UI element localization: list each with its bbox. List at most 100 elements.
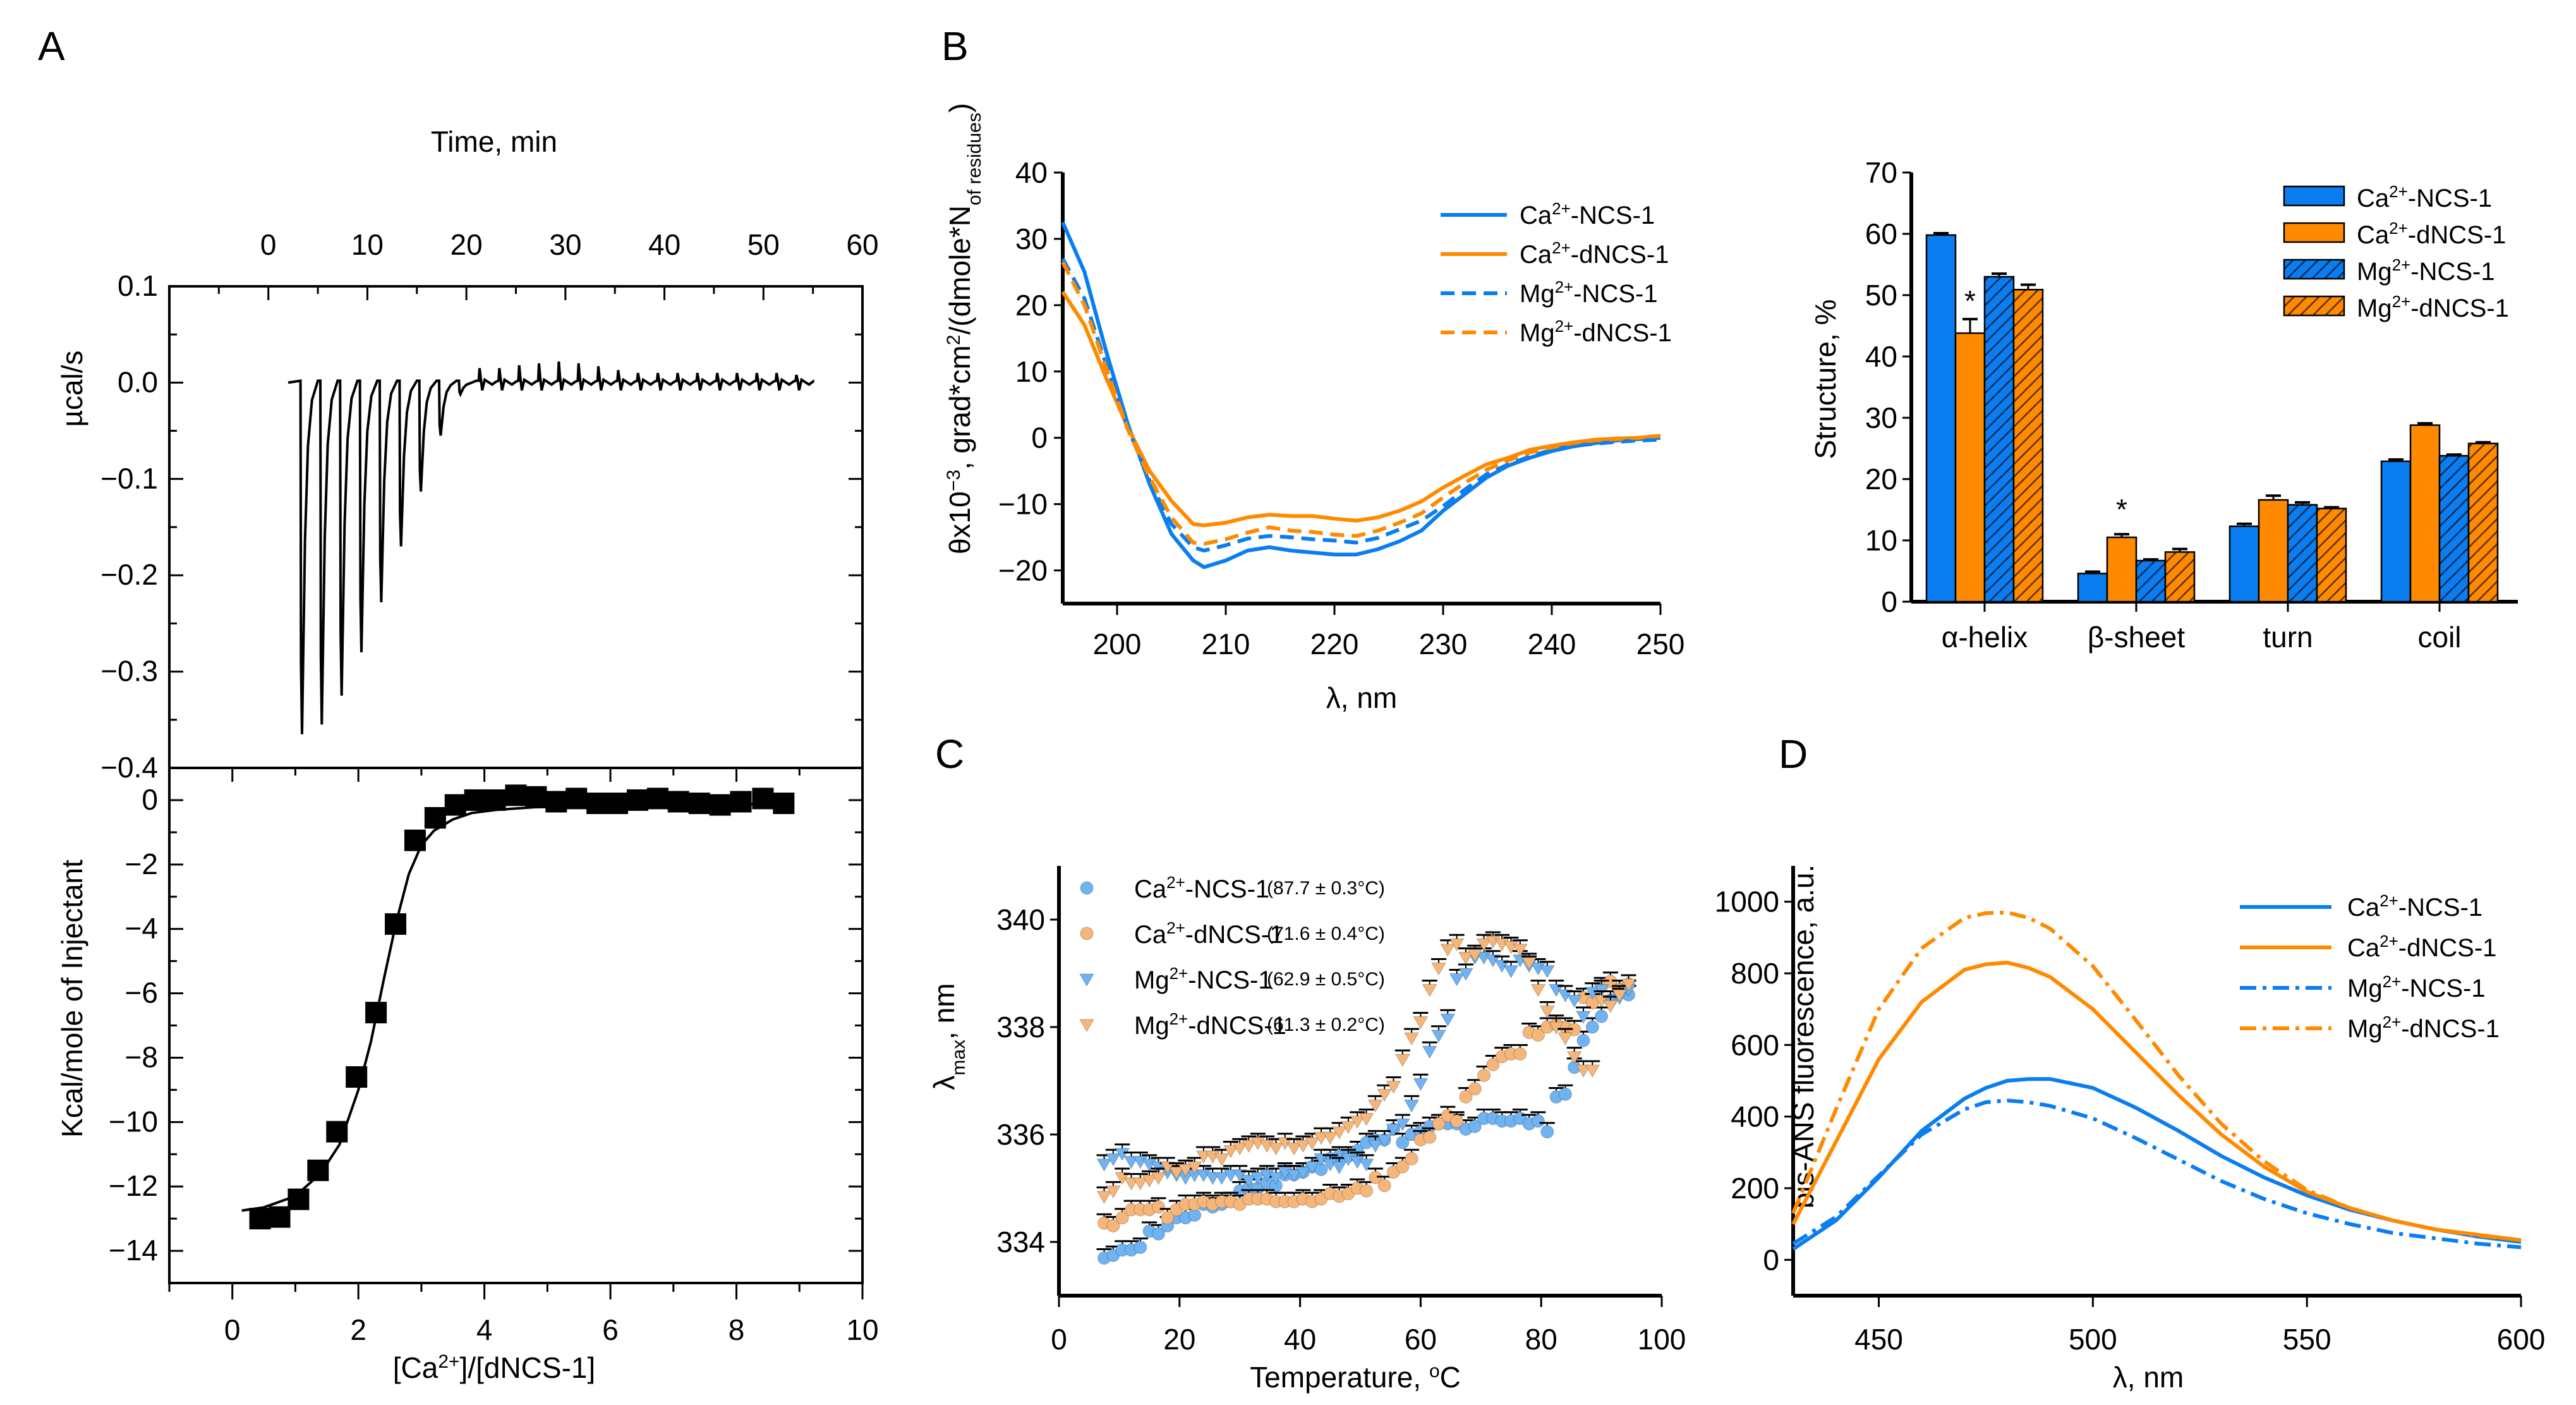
c-legend-label: Mg2+-NCS-1 bbox=[1134, 964, 1273, 994]
c-legend: Ca2+-NCS-1(87.7 ± 0.3°C) Ca2+-dNCS-1(71.6… bbox=[1079, 873, 1385, 1040]
c-data-point bbox=[1612, 989, 1628, 1002]
c-legend-label: Ca2+-dNCS-1 bbox=[1134, 918, 1283, 949]
c-data-point bbox=[1386, 1124, 1401, 1137]
c-data-point bbox=[1169, 1167, 1184, 1180]
c-data-point bbox=[1458, 968, 1473, 981]
b-legend-label: Mg2+-dNCS-1 bbox=[1520, 317, 1672, 347]
c-data-point bbox=[1530, 984, 1546, 997]
c-legend-marker bbox=[1079, 1019, 1094, 1032]
c-legend-marker bbox=[1080, 881, 1094, 895]
c-data-point bbox=[1467, 949, 1483, 963]
a-bottom-xtick-label: 6 bbox=[602, 1313, 619, 1346]
bar bbox=[1925, 234, 1957, 603]
c-data-point bbox=[1350, 1116, 1365, 1129]
c-data-point bbox=[1096, 1159, 1112, 1172]
b-series-lines bbox=[1061, 221, 1661, 569]
a-top-ytick-label: −0.4 bbox=[100, 751, 158, 784]
bar-ytick-label: 40 bbox=[1865, 340, 1897, 373]
a-bottom-data-point bbox=[307, 1159, 329, 1181]
bar bbox=[2012, 289, 2044, 603]
a-bottom-data-point bbox=[752, 788, 774, 810]
c-data-point bbox=[1404, 1099, 1419, 1113]
c-data-point bbox=[1557, 1032, 1573, 1045]
significance-asterisk: * bbox=[2116, 493, 2127, 526]
c-data-point bbox=[1105, 1153, 1121, 1167]
c-data-point bbox=[1566, 1051, 1582, 1064]
c-data-point bbox=[1196, 1150, 1211, 1164]
a-bottom-ytick-label: −8 bbox=[125, 1040, 158, 1073]
c-data-point bbox=[1422, 1045, 1437, 1059]
bar-ylabel: Structure, % bbox=[1809, 299, 1842, 459]
c-xtick-label: 100 bbox=[1638, 1323, 1686, 1356]
c-xlabel: Temperature, oC bbox=[1250, 1361, 1461, 1394]
c-data-point bbox=[1531, 1028, 1545, 1042]
b-series-line bbox=[1061, 221, 1661, 569]
a-bottom-data-points bbox=[249, 784, 795, 1230]
d-ytick-label: 1000 bbox=[1715, 885, 1779, 918]
c-data-point bbox=[1449, 938, 1465, 952]
a-bottom-data-point bbox=[346, 1066, 368, 1088]
a-top-itc-trace bbox=[287, 361, 814, 734]
panel-label-c: C bbox=[935, 731, 964, 777]
a-bottom-xtick-label: 4 bbox=[476, 1313, 493, 1346]
c-data-point bbox=[1540, 1125, 1554, 1139]
bar bbox=[2106, 536, 2138, 603]
c-data-point bbox=[1115, 1211, 1129, 1225]
a-bottom-data-point bbox=[287, 1188, 310, 1210]
a-bottom-data-point bbox=[484, 789, 506, 811]
c-data-point bbox=[1331, 1161, 1347, 1174]
c-ylabel: λmax, nm bbox=[928, 983, 969, 1090]
a-bottom-xtick-label: 8 bbox=[729, 1313, 745, 1346]
d-ytick-label: 400 bbox=[1731, 1100, 1779, 1133]
bar bbox=[2228, 525, 2260, 603]
c-data-point bbox=[1458, 952, 1473, 965]
bar-ytick-label: 20 bbox=[1865, 463, 1897, 496]
a-bottom-data-point bbox=[385, 913, 407, 935]
bar-axes: 0 10 20 30 40 50 60 70 α-helix β-sheet turn coil bbox=[1865, 156, 2518, 654]
panel-a-raw-itc-plot: Time, min µcal/s 0 10 20 30 40 50 60 0.1 0.0 −0.1… bbox=[56, 125, 879, 784]
bar-bars: ** bbox=[1925, 232, 2499, 603]
c-legend-tm-note: (71.6 ± 0.4°C) bbox=[1267, 923, 1385, 944]
a-top-xlabel: Time, min bbox=[431, 125, 557, 158]
c-data-point bbox=[1367, 1140, 1383, 1153]
a-bottom-data-point bbox=[626, 789, 648, 811]
c-data-point bbox=[1440, 944, 1456, 957]
c-data-point bbox=[1566, 995, 1582, 1008]
a-top-xtick-label: 30 bbox=[549, 228, 581, 261]
panel-b-secondary-structure-bar-chart: Structure, % 0 10 20 30 40 50 60 70 α-helix β-she… bbox=[1809, 156, 2518, 654]
bar bbox=[1983, 276, 2015, 603]
a-bottom-ytick-label: −4 bbox=[125, 912, 158, 945]
c-data-point bbox=[1595, 1009, 1609, 1023]
a-bottom-data-point bbox=[404, 829, 426, 851]
c-data-point bbox=[1431, 963, 1446, 976]
c-axes: 0 20 40 60 80 100 334 336 338 340 bbox=[996, 866, 1686, 1356]
c-data-point bbox=[1358, 1113, 1374, 1126]
d-xtick-label: 550 bbox=[2283, 1323, 2331, 1356]
panel-d-bis-ans-fluorescence-plot: λ, nm bis-ANS fluorescence, a.u. 450 500 5… bbox=[1715, 865, 2546, 1394]
b-legend-label: Ca2+-NCS-1 bbox=[1520, 199, 1655, 229]
c-data-point bbox=[1422, 984, 1437, 997]
c-data-point bbox=[1585, 1020, 1599, 1034]
a-top-xtick-label: 20 bbox=[450, 228, 483, 261]
a-bottom-ylabel: Kcal/mole of Injectant bbox=[56, 860, 88, 1138]
a-top-ytick-label: −0.3 bbox=[100, 655, 158, 688]
a-bottom-data-point bbox=[249, 1208, 271, 1230]
c-data-point bbox=[1377, 1179, 1391, 1193]
a-top-ytick-label: 0.0 bbox=[118, 365, 158, 398]
c-data-point bbox=[1187, 1161, 1202, 1174]
c-data-point bbox=[1576, 1064, 1591, 1078]
b-axes: 200 210 220 230 240 250 40 30 20 10 0 −10 −20 bbox=[998, 156, 1684, 660]
a-bottom-xlabel: [Ca2+]/[dNCS-1] bbox=[393, 1351, 596, 1385]
a-top-frame bbox=[168, 285, 864, 769]
a-bottom-data-point bbox=[667, 791, 689, 813]
d-xlabel: λ, nm bbox=[2113, 1361, 2184, 1394]
bar bbox=[2258, 499, 2289, 603]
c-data-point bbox=[1486, 1058, 1500, 1071]
c-data-point bbox=[1404, 1032, 1419, 1045]
a-bottom-fit-curve bbox=[241, 803, 787, 1212]
a-top-axes: 0 10 20 30 40 50 60 0.1 0.0 −0.1 −0.2 −0.3 −0.4 bbox=[100, 228, 878, 784]
a-bottom-data-point bbox=[565, 788, 588, 810]
bar bbox=[2380, 460, 2412, 603]
bar bbox=[2467, 442, 2499, 603]
